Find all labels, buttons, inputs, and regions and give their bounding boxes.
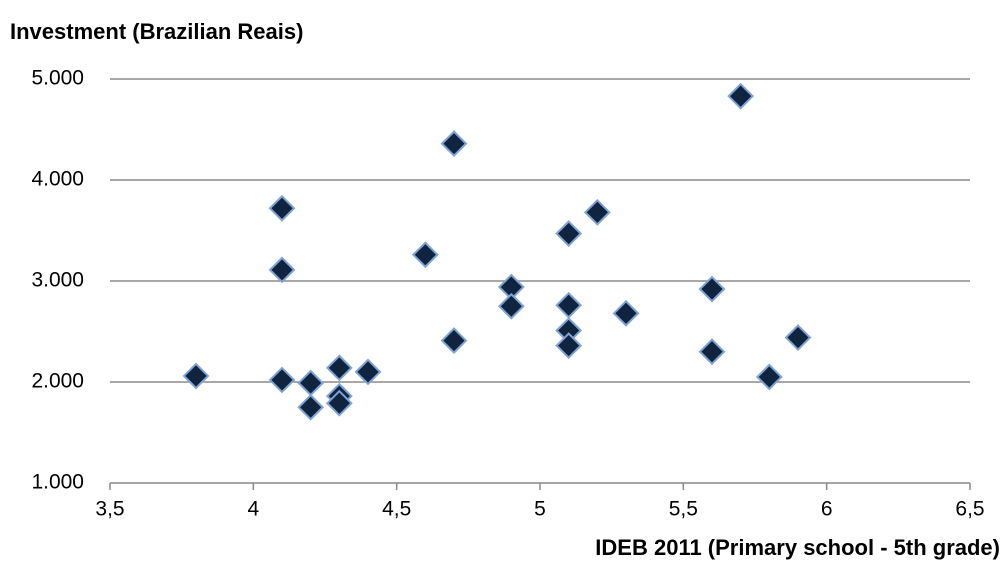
x-tick-label: 5 xyxy=(534,498,546,521)
y-tick-label: 2.000 xyxy=(31,370,84,393)
scatter-point xyxy=(440,327,468,355)
x-tick-label: 4 xyxy=(247,498,259,521)
scatter-point xyxy=(555,332,583,360)
scatter-point xyxy=(325,354,353,382)
scatter-point xyxy=(555,291,583,319)
scatter-point xyxy=(698,338,726,366)
scatter-point xyxy=(497,292,525,320)
x-tick-label: 6,5 xyxy=(955,498,984,521)
scatter-point xyxy=(354,358,382,386)
scatter-point xyxy=(268,194,296,222)
y-tick-label: 1.000 xyxy=(31,471,84,494)
scatter-point xyxy=(268,366,296,394)
scatter-point xyxy=(727,82,755,110)
scatter-point xyxy=(411,241,439,269)
scatter-point xyxy=(784,324,812,351)
scatter-point xyxy=(698,275,726,303)
x-tick-label: 3,5 xyxy=(95,498,124,521)
scatter-point xyxy=(182,362,210,390)
scatter-point xyxy=(325,389,353,417)
scatter-point xyxy=(268,256,296,284)
x-tick-label: 4,5 xyxy=(382,498,411,521)
scatter-point xyxy=(755,363,783,391)
x-tick-label: 5,5 xyxy=(669,498,698,521)
scatter-point xyxy=(555,220,583,247)
scatter-point xyxy=(297,369,325,397)
scatter-point xyxy=(297,393,325,421)
scatter-point xyxy=(583,198,611,226)
y-tick-label: 4.000 xyxy=(31,168,84,191)
scatter-point xyxy=(612,299,640,327)
chart-title: Investment (Brazilian Reais) xyxy=(10,19,303,44)
scatter-point xyxy=(440,130,468,158)
x-axis-label: IDEB 2011 (Primary school - 5th grade) xyxy=(595,535,1000,560)
x-tick-label: 6 xyxy=(821,498,833,521)
y-tick-label: 5.000 xyxy=(31,67,84,90)
y-tick-label: 3.000 xyxy=(31,269,84,292)
